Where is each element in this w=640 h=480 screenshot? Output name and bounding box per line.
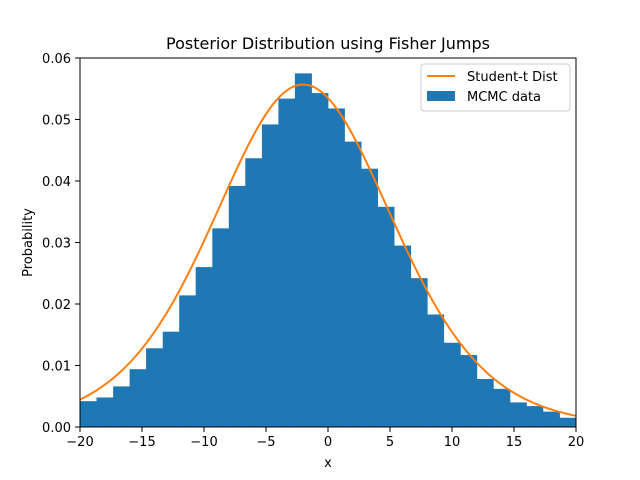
histogram-bar [294, 73, 312, 428]
y-axis-label: Probability [21, 208, 36, 277]
histogram-bar [228, 185, 246, 427]
x-tick-label: −20 [66, 435, 93, 450]
histogram-bar [361, 168, 378, 427]
legend-label-curve: Student-t Dist [467, 70, 558, 85]
x-tick-label: 0 [324, 435, 332, 450]
curve-layer [79, 83, 577, 417]
histogram-bar [212, 228, 230, 427]
y-tick-label: 0.05 [42, 114, 71, 129]
y-axis-ticks: 0.00 0.01 0.02 0.03 0.04 0.05 0.06 [42, 52, 80, 436]
x-tick-label: 5 [386, 435, 394, 450]
histogram-bar [195, 267, 213, 427]
histogram-bar [261, 124, 279, 428]
histogram-bar [129, 369, 147, 427]
x-axis-label: x [324, 456, 332, 471]
histogram-bar [410, 278, 428, 427]
histogram-bar [476, 379, 494, 427]
histogram-bar [509, 402, 527, 427]
student-t-curve [79, 83, 577, 417]
histogram-bar [542, 411, 560, 428]
histogram-bar [245, 158, 263, 427]
x-tick-label: −15 [128, 435, 155, 450]
histogram-bar [278, 98, 296, 427]
x-tick-label: −10 [190, 435, 217, 450]
histogram-bar [311, 93, 329, 427]
y-tick-label: 0.00 [42, 421, 71, 436]
legend-label-histogram: MCMC data [467, 90, 541, 105]
y-tick-label: 0.01 [42, 360, 71, 375]
histogram-bar [493, 388, 511, 427]
x-axis-ticks: −20 −15 −10 −5 0 5 10 15 20 [66, 427, 584, 450]
histogram-bar [427, 314, 445, 427]
histogram-bar [460, 355, 478, 427]
histogram-bar [96, 397, 114, 427]
legend-box [420, 63, 571, 112]
y-tick-label: 0.04 [42, 175, 71, 190]
histogram-bar [146, 348, 164, 427]
histogram-bar [328, 108, 345, 428]
x-tick-label: −5 [256, 435, 275, 450]
histogram-bar [344, 141, 362, 427]
chart-title: Posterior Distribution using Fisher Jump… [166, 34, 490, 53]
legend-bar-swatch [427, 91, 455, 101]
legend: Student-t Dist MCMC data [420, 63, 571, 112]
y-tick-label: 0.06 [42, 52, 71, 67]
x-tick-label: 10 [444, 435, 461, 450]
histogram-bar [377, 206, 395, 427]
histogram-bar [559, 417, 577, 427]
histogram-bar [394, 245, 412, 427]
x-tick-label: 20 [568, 435, 585, 450]
histogram-bar [80, 401, 97, 427]
histogram-bar [526, 406, 544, 427]
histogram-bar [443, 342, 461, 427]
y-tick-label: 0.02 [42, 298, 71, 313]
y-tick-label: 0.03 [42, 237, 71, 252]
x-tick-label: 15 [506, 435, 523, 450]
histogram-bar [162, 331, 180, 427]
histogram-bar [113, 386, 130, 427]
histogram-bars [80, 73, 577, 428]
histogram-bar [179, 295, 197, 427]
